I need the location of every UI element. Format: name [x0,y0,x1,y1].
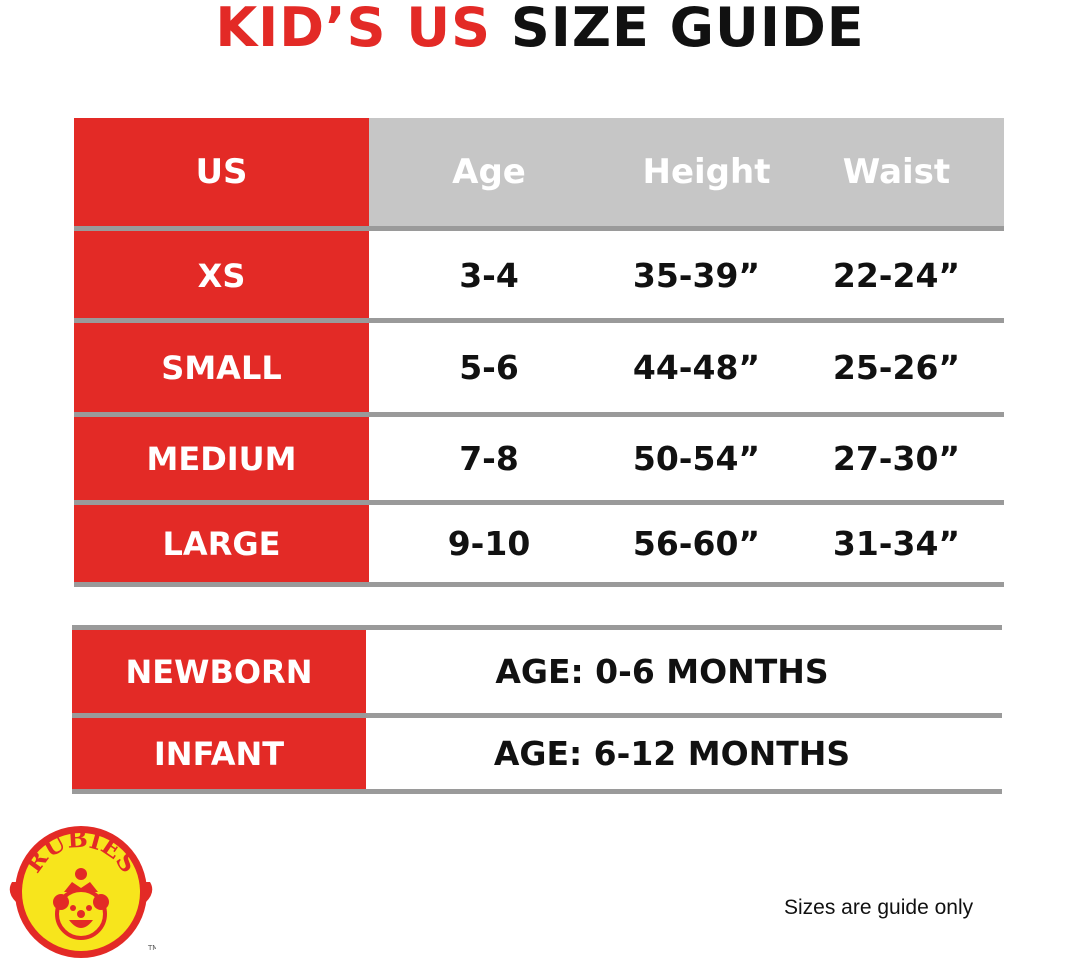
height-value: 56-60” [632,524,761,563]
title-part-red: KID’S US [215,0,492,59]
waist-value: 25-26” [832,348,961,387]
age-value: AGE: 0-6 MONTHS [495,652,829,691]
table-header-row: US Age Height Waist [74,118,1004,226]
age-value: 5-6 [459,348,519,387]
table-row: INFANT AGE: 6-12 MONTHS [72,718,1002,789]
size-label: SMALL [74,323,369,412]
divider [74,226,1004,231]
divider [74,318,1004,323]
height-value: 35-39” [632,256,761,295]
rubies-logo: RUBIES TM [9,824,156,958]
title-part-black: SIZE GUIDE [510,0,865,59]
disclaimer-note: Sizes are guide only [784,896,974,919]
age-value: AGE: 6-12 MONTHS [493,734,851,773]
header-age: Age [452,152,526,192]
age-value: 9-10 [447,524,531,563]
size-label: NEWBORN [72,630,366,713]
divider [74,412,1004,417]
divider [72,713,1002,718]
header-height: Height [642,152,771,192]
trademark-mark: TM [147,944,156,952]
table-row: LARGE 9-10 56-60” 31-34” [74,505,1004,582]
size-label: INFANT [72,718,366,789]
table-row: MEDIUM 7-8 50-54” 27-30” [74,417,1004,500]
divider [74,500,1004,505]
waist-value: 22-24” [832,256,961,295]
table-row: XS 3-4 35-39” 22-24” [74,231,1004,320]
height-value: 44-48” [632,348,761,387]
divider [74,582,1004,587]
age-value: 7-8 [459,439,519,478]
divider [72,625,1002,630]
divider [72,789,1002,794]
age-value: 3-4 [459,256,519,295]
table-row: NEWBORN AGE: 0-6 MONTHS [72,630,1002,713]
waist-value: 27-30” [832,439,961,478]
size-label: XS [74,231,369,320]
height-value: 50-54” [632,439,761,478]
header-waist: Waist [842,152,951,192]
header-us: US [74,118,369,226]
page-title: KID’S US SIZE GUIDE [0,0,1080,56]
waist-value: 31-34” [832,524,961,563]
table-row: SMALL 5-6 44-48” 25-26” [74,323,1004,412]
size-label: MEDIUM [74,417,369,500]
size-label: LARGE [74,505,369,582]
